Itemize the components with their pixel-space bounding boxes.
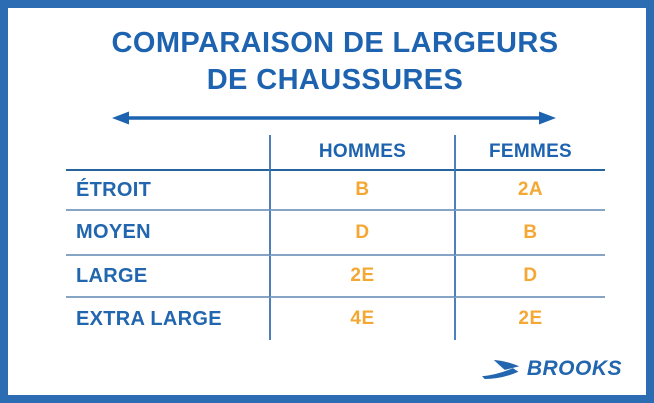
cell-extra-large-femmes: 2E: [454, 298, 605, 340]
brooks-logo: BROOKS: [481, 357, 622, 381]
cell-etroit-hommes: B: [269, 171, 454, 211]
cell-large-femmes: D: [454, 256, 605, 298]
page-title: COMPARAISON DE LARGEURS DE CHAUSSURES: [8, 25, 654, 99]
row-label-extra-large: EXTRA LARGE: [76, 307, 222, 330]
cell-large-hommes: 2E: [269, 256, 454, 298]
page-title-line1: COMPARAISON DE LARGEURS: [111, 27, 559, 59]
brooks-logo-text: BROOKS: [526, 357, 622, 380]
brooks-swoosh-icon: [481, 359, 520, 379]
row-label-etroit: ÉTROIT: [66, 171, 269, 211]
width-comparison-table: HOMMES FEMMES ÉTROIT B 2A MOYEN D B LARG…: [66, 135, 605, 340]
table-header-spacer: [66, 135, 269, 171]
cell-extra-large-hommes: 4E: [269, 298, 454, 340]
table-header-femmes: FEMMES: [454, 135, 605, 171]
double-arrow-icon: [112, 111, 556, 125]
cell-moyen-hommes: D: [269, 211, 454, 256]
cell-moyen-femmes: B: [454, 211, 605, 256]
width-range-arrow: [112, 109, 556, 127]
page-title-line2: DE CHAUSSURES: [206, 64, 464, 96]
row-label-large: LARGE: [66, 256, 269, 298]
cell-etroit-femmes: 2A: [454, 171, 605, 211]
row-label-moyen: MOYEN: [66, 211, 269, 256]
table-header-hommes: HOMMES: [269, 135, 454, 171]
